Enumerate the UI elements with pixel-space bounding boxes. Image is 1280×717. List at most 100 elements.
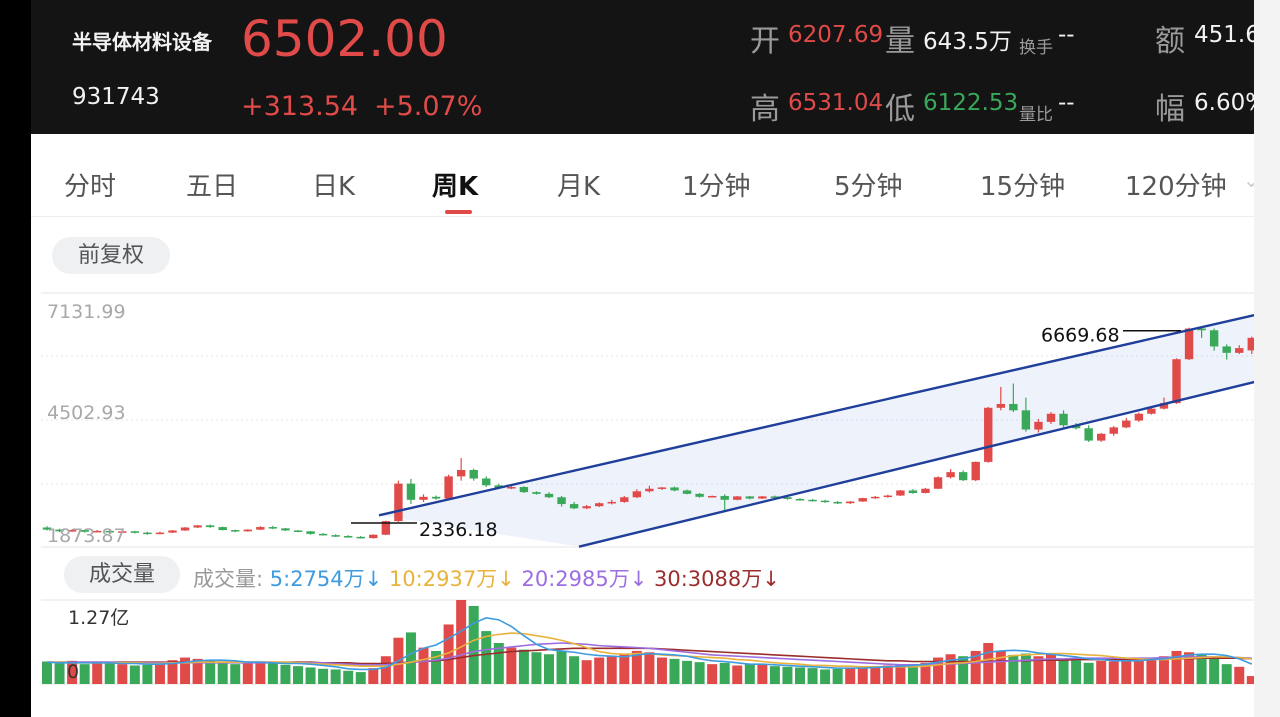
candle xyxy=(1247,336,1256,355)
candle-body xyxy=(394,483,403,522)
volume-bar xyxy=(242,663,253,684)
volume-bar xyxy=(92,662,103,684)
volume-bar xyxy=(544,654,554,684)
candle-body xyxy=(168,530,177,533)
candle xyxy=(946,469,955,479)
tab-daily-k[interactable]: 日K xyxy=(312,172,356,202)
candle-body xyxy=(356,536,365,539)
candle xyxy=(482,476,491,488)
volume-axis-max-label: 1.27亿 xyxy=(68,607,129,629)
kline-chart[interactable]: 7131.99 4502.93 1873.87 6669.68 2336.18 1.27亿… xyxy=(31,0,1256,717)
tab-timeshare[interactable]: 分时 xyxy=(64,172,117,202)
candle-body xyxy=(1122,420,1131,428)
candle-body xyxy=(1134,413,1144,421)
candle-body xyxy=(908,490,918,493)
candle xyxy=(1184,327,1194,361)
candle-body xyxy=(369,534,378,539)
volume-ratio-value: -- xyxy=(1058,90,1075,116)
candle xyxy=(1134,412,1144,422)
amplitude-value: 6.60% xyxy=(1194,90,1256,116)
volume-bar xyxy=(832,668,843,684)
volume-bar xyxy=(669,658,680,684)
candle xyxy=(846,501,855,505)
volume-bar xyxy=(343,670,354,684)
volume-bar xyxy=(405,632,416,684)
volume-bar xyxy=(1033,656,1044,684)
high-label: 高 xyxy=(750,92,780,127)
tab-five-day[interactable]: 五日 xyxy=(186,172,239,202)
volume-bar xyxy=(506,647,517,684)
volume-bar xyxy=(594,657,605,684)
period-tabs: 分时 五日 日K 周K 月K 1分钟 5分钟 15分钟 120分钟 ⌄ xyxy=(31,148,1256,217)
volume-bar xyxy=(1046,654,1056,684)
open-value: 6207.69 xyxy=(788,22,884,48)
volume-bar xyxy=(606,655,617,684)
candle-body xyxy=(306,531,315,534)
candle xyxy=(695,492,704,498)
volume-bar xyxy=(531,652,542,684)
candle-body xyxy=(645,488,654,492)
candle xyxy=(1009,383,1018,413)
candle xyxy=(205,524,215,528)
volume-bar xyxy=(983,642,994,684)
chevron-down-icon[interactable]: ⌄ xyxy=(1243,168,1256,192)
candle xyxy=(419,494,428,502)
candle-body xyxy=(344,536,353,538)
candle-body xyxy=(544,493,554,498)
candle-body xyxy=(958,472,968,481)
tab-120min[interactable]: 120分钟 xyxy=(1125,172,1227,202)
candle-body xyxy=(130,531,140,533)
volume-bar xyxy=(769,666,780,684)
tab-monthly-k[interactable]: 月K xyxy=(557,172,601,202)
volume-bar xyxy=(556,650,567,684)
high-value: 6531.04 xyxy=(788,90,884,116)
candle xyxy=(871,495,880,499)
volume-bar xyxy=(631,650,642,684)
candle-body xyxy=(1172,359,1181,404)
volume-bar xyxy=(1221,664,1232,684)
volume-bar xyxy=(945,654,956,684)
candle xyxy=(645,485,654,493)
tab-15min[interactable]: 15分钟 xyxy=(980,172,1066,202)
volume-ma10: 10:2937万↓ xyxy=(388,567,515,591)
candle-body xyxy=(595,503,604,507)
candle-body xyxy=(406,483,416,500)
adjust-mode-button[interactable]: 前复权 xyxy=(52,237,170,274)
candle xyxy=(670,486,679,492)
volume-bar xyxy=(418,647,429,684)
candle xyxy=(1147,407,1156,415)
volume-bar xyxy=(255,661,266,684)
candle xyxy=(582,504,591,510)
tab-weekly-k[interactable]: 周K xyxy=(432,172,479,202)
volume-bar xyxy=(870,666,881,684)
candle xyxy=(1209,328,1219,351)
volume-indicator-button[interactable]: 成交量 xyxy=(64,556,180,593)
volume-bar xyxy=(380,656,391,684)
candle xyxy=(758,495,767,499)
candle xyxy=(519,486,529,493)
volume-bar xyxy=(1184,652,1195,684)
candle xyxy=(67,529,77,532)
volume-bar xyxy=(1121,660,1132,684)
volume-bar xyxy=(142,664,153,684)
candle-body xyxy=(1034,421,1043,430)
tab-5min[interactable]: 5分钟 xyxy=(834,172,903,202)
volume-bar xyxy=(1196,654,1207,684)
candle-body xyxy=(632,491,642,498)
volume-bar xyxy=(192,658,203,684)
volume-bar xyxy=(581,660,592,684)
candle-body xyxy=(1247,337,1256,351)
volume-ma20: 20:2985万↓ xyxy=(521,567,648,591)
candle-body xyxy=(494,485,503,488)
turnover-label: 换手 xyxy=(1019,38,1053,58)
tab-1min[interactable]: 1分钟 xyxy=(682,172,751,202)
volume-bar xyxy=(857,666,868,684)
candle-body xyxy=(1159,403,1169,409)
candle xyxy=(369,534,378,539)
candle xyxy=(1122,418,1131,429)
candle-body xyxy=(921,488,930,493)
volume-bar xyxy=(79,664,90,684)
volume-bar xyxy=(318,668,329,684)
price-change: +313.54 xyxy=(241,91,359,122)
volume-bar xyxy=(280,664,291,684)
